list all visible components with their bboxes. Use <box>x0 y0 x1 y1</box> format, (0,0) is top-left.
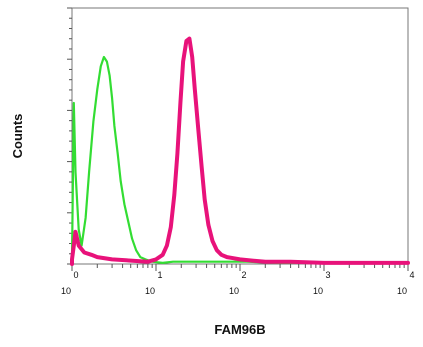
x-tick-label: 10 <box>145 286 155 296</box>
series-line-magenta <box>70 36 410 266</box>
x-axis-label: FAM96B <box>214 322 265 337</box>
x-tick-exponent: 1 <box>157 270 162 280</box>
x-tick-exponent: 2 <box>241 270 246 280</box>
axis-ticks <box>67 7 409 271</box>
x-tick-label: 10 <box>61 286 71 296</box>
x-tick-exponent: 0 <box>73 270 78 280</box>
x-tick-exponent: 3 <box>325 270 330 280</box>
series-layer <box>70 36 410 266</box>
x-tick-exponent: 4 <box>409 270 414 280</box>
x-tick-label: 10 <box>397 286 407 296</box>
x-tick-label: 10 <box>229 286 239 296</box>
series-line-green <box>70 55 410 266</box>
y-axis-label: Counts <box>10 114 25 159</box>
x-tick-label: 10 <box>313 286 323 296</box>
